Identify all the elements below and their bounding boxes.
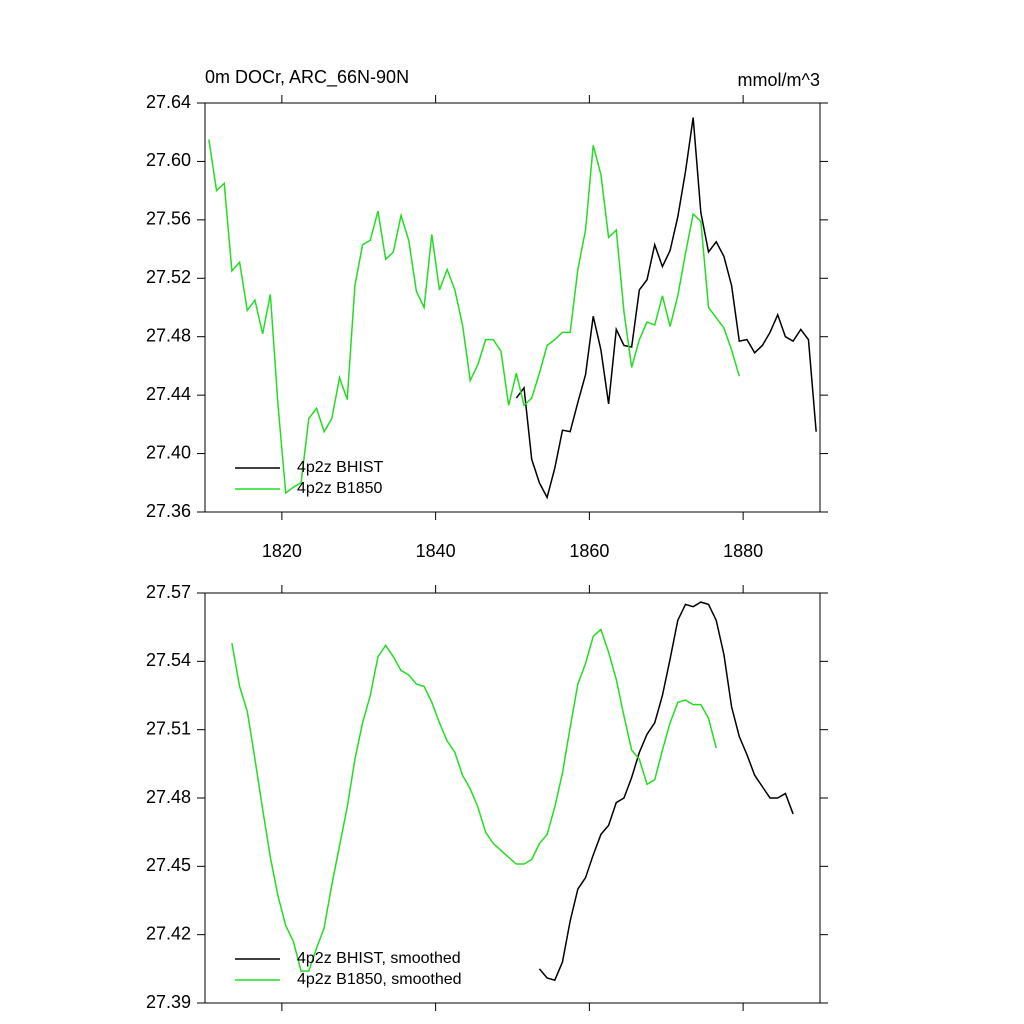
y-tick-label: 27.56 [146, 209, 191, 229]
units-label: mmol/m^3 [738, 70, 820, 90]
plot-frame [204, 102, 821, 513]
chart-title: 0m DOCr, ARC_66N-90N [205, 67, 409, 88]
legend-label: 4p2z B1850 [297, 480, 383, 497]
y-tick-label: 27.36 [146, 501, 191, 521]
y-tick-label: 27.64 [146, 92, 191, 112]
y-tick-label: 27.54 [146, 650, 191, 670]
series-line [515, 117, 817, 500]
y-tick-label: 27.52 [146, 267, 191, 287]
series-line [208, 139, 740, 495]
plot-frame [204, 592, 821, 1004]
y-tick-label: 27.44 [146, 384, 191, 404]
x-tick-label: 1840 [416, 541, 456, 561]
y-tick-label: 27.48 [146, 325, 191, 345]
legend-label: 4p2z BHIST, smoothed [297, 950, 461, 967]
legend-label: 4p2z BHIST [297, 459, 383, 476]
series-line [538, 601, 794, 982]
x-tick-label: 1820 [262, 541, 302, 561]
y-tick-label: 27.51 [146, 718, 191, 738]
y-tick-label: 27.39 [146, 992, 191, 1012]
y-tick-label: 27.40 [146, 442, 191, 462]
y-tick-label: 27.45 [146, 855, 191, 875]
series-line [231, 628, 717, 972]
y-tick-label: 27.57 [146, 582, 191, 602]
legend-label: 4p2z B1850, smoothed [297, 971, 462, 988]
x-tick-label: 1880 [723, 541, 763, 561]
y-tick-label: 27.60 [146, 150, 191, 170]
y-tick-label: 27.42 [146, 923, 191, 943]
x-tick-label: 1860 [569, 541, 609, 561]
y-tick-label: 27.48 [146, 787, 191, 807]
